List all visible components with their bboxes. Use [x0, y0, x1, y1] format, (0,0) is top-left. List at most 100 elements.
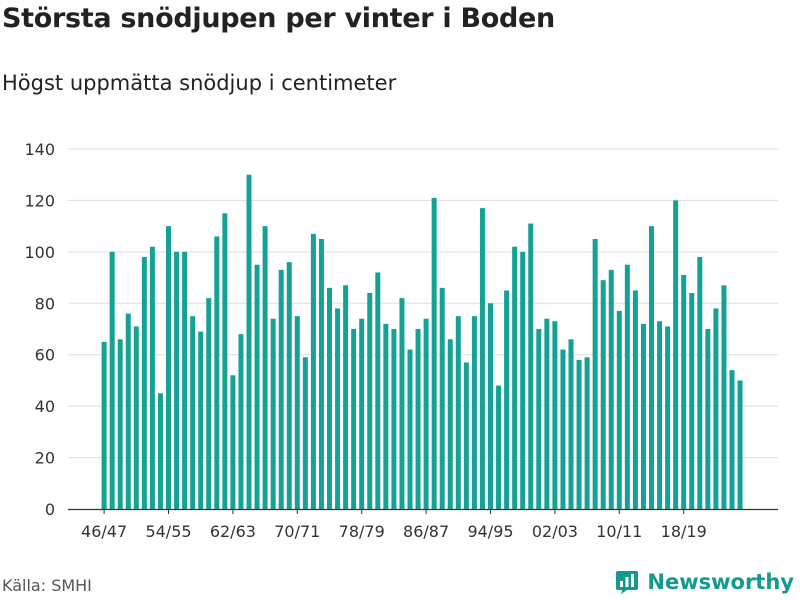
bar — [496, 385, 502, 509]
bar — [544, 318, 550, 509]
bar — [327, 287, 332, 509]
bars — [101, 174, 743, 510]
bar — [238, 334, 244, 509]
bar — [399, 298, 405, 509]
bar — [689, 293, 695, 509]
chart-subtitle: Högst uppmätta snödjup i centimeter — [2, 71, 397, 95]
x-tick-label: 86/87 — [403, 522, 449, 541]
x-axis: 46/47 54/55 62/63 70/71 78/79 86/87 94/95 02/03… — [68, 508, 778, 541]
y-tick-label: 0 — [45, 500, 55, 519]
bar — [310, 233, 316, 510]
bar — [415, 329, 421, 509]
bar — [608, 269, 614, 509]
y-tick-label: 20 — [35, 449, 55, 468]
bar — [536, 329, 542, 509]
bar — [488, 303, 493, 509]
bar — [117, 339, 123, 509]
bar — [665, 326, 671, 509]
bar — [616, 311, 622, 509]
bar — [351, 329, 357, 509]
bar — [407, 349, 413, 509]
bar — [471, 316, 477, 509]
bar — [157, 393, 163, 509]
bar — [512, 246, 518, 509]
bar — [657, 321, 663, 509]
bar — [673, 200, 679, 509]
bar — [182, 251, 188, 510]
bar — [141, 257, 147, 509]
bar — [133, 326, 139, 509]
x-tick-label: 46/47 — [81, 522, 127, 541]
bar — [737, 380, 743, 509]
brand-name: Newsworthy — [647, 570, 794, 594]
bar — [101, 341, 107, 509]
bar — [198, 331, 204, 509]
x-tick-label: 70/71 — [274, 522, 320, 541]
y-axis-ticks: 0 20 40 60 80 100 120 140 — [24, 140, 55, 519]
source-note: Källa: SMHI — [2, 576, 92, 595]
bar — [592, 239, 598, 509]
bar — [335, 308, 341, 509]
bar — [286, 262, 292, 509]
bar — [302, 357, 308, 509]
y-tick-label: 140 — [24, 140, 55, 159]
bar — [166, 226, 171, 509]
bar — [568, 339, 574, 509]
bar — [697, 257, 703, 509]
x-tick-label: 02/03 — [532, 522, 578, 541]
brand-logo: Newsworthy — [614, 569, 794, 595]
bar — [552, 321, 558, 509]
bar — [230, 375, 236, 509]
bar — [584, 357, 590, 509]
bar — [423, 318, 429, 509]
x-tick-label: 54/55 — [145, 522, 191, 541]
y-tick-label: 60 — [35, 346, 55, 365]
bar — [270, 318, 276, 509]
bar — [479, 208, 485, 509]
bar — [367, 293, 373, 509]
x-tick-label: 10/11 — [596, 522, 642, 541]
bar — [439, 287, 445, 509]
bar — [375, 272, 381, 509]
bar — [278, 269, 284, 509]
bar — [262, 226, 268, 509]
bar — [560, 349, 566, 509]
bar — [174, 251, 180, 510]
y-tick-label: 120 — [24, 191, 55, 210]
bar — [705, 329, 711, 509]
chart-title: Största snödjupen per vinter i Boden — [2, 3, 555, 34]
x-tick-label: 62/63 — [210, 522, 256, 541]
bar — [729, 370, 735, 509]
bar — [681, 275, 687, 509]
bar — [431, 197, 437, 510]
newsworthy-logo-icon — [616, 571, 639, 594]
bar — [149, 246, 155, 509]
bar — [294, 316, 300, 509]
bar — [520, 251, 526, 510]
bar — [318, 239, 324, 509]
x-tick-label: 18/19 — [661, 522, 707, 541]
bar — [214, 236, 220, 509]
bar — [649, 226, 654, 509]
x-tick-label: 78/79 — [339, 522, 385, 541]
y-tick-label: 40 — [35, 397, 55, 416]
bar — [254, 264, 260, 509]
bar — [109, 251, 115, 510]
bar — [624, 264, 630, 509]
y-tick-label: 80 — [35, 294, 55, 313]
bar — [576, 359, 582, 509]
bar — [528, 223, 534, 509]
bar — [246, 174, 252, 509]
bar — [383, 323, 389, 509]
y-tick-label: 100 — [24, 243, 55, 262]
bar — [206, 298, 212, 509]
bar — [222, 213, 228, 510]
bar — [447, 339, 453, 509]
bar — [343, 285, 349, 509]
bar — [190, 316, 196, 509]
bar — [721, 285, 727, 509]
bar — [455, 316, 461, 509]
bar — [713, 308, 719, 509]
bar — [600, 280, 606, 509]
bar — [391, 329, 397, 509]
